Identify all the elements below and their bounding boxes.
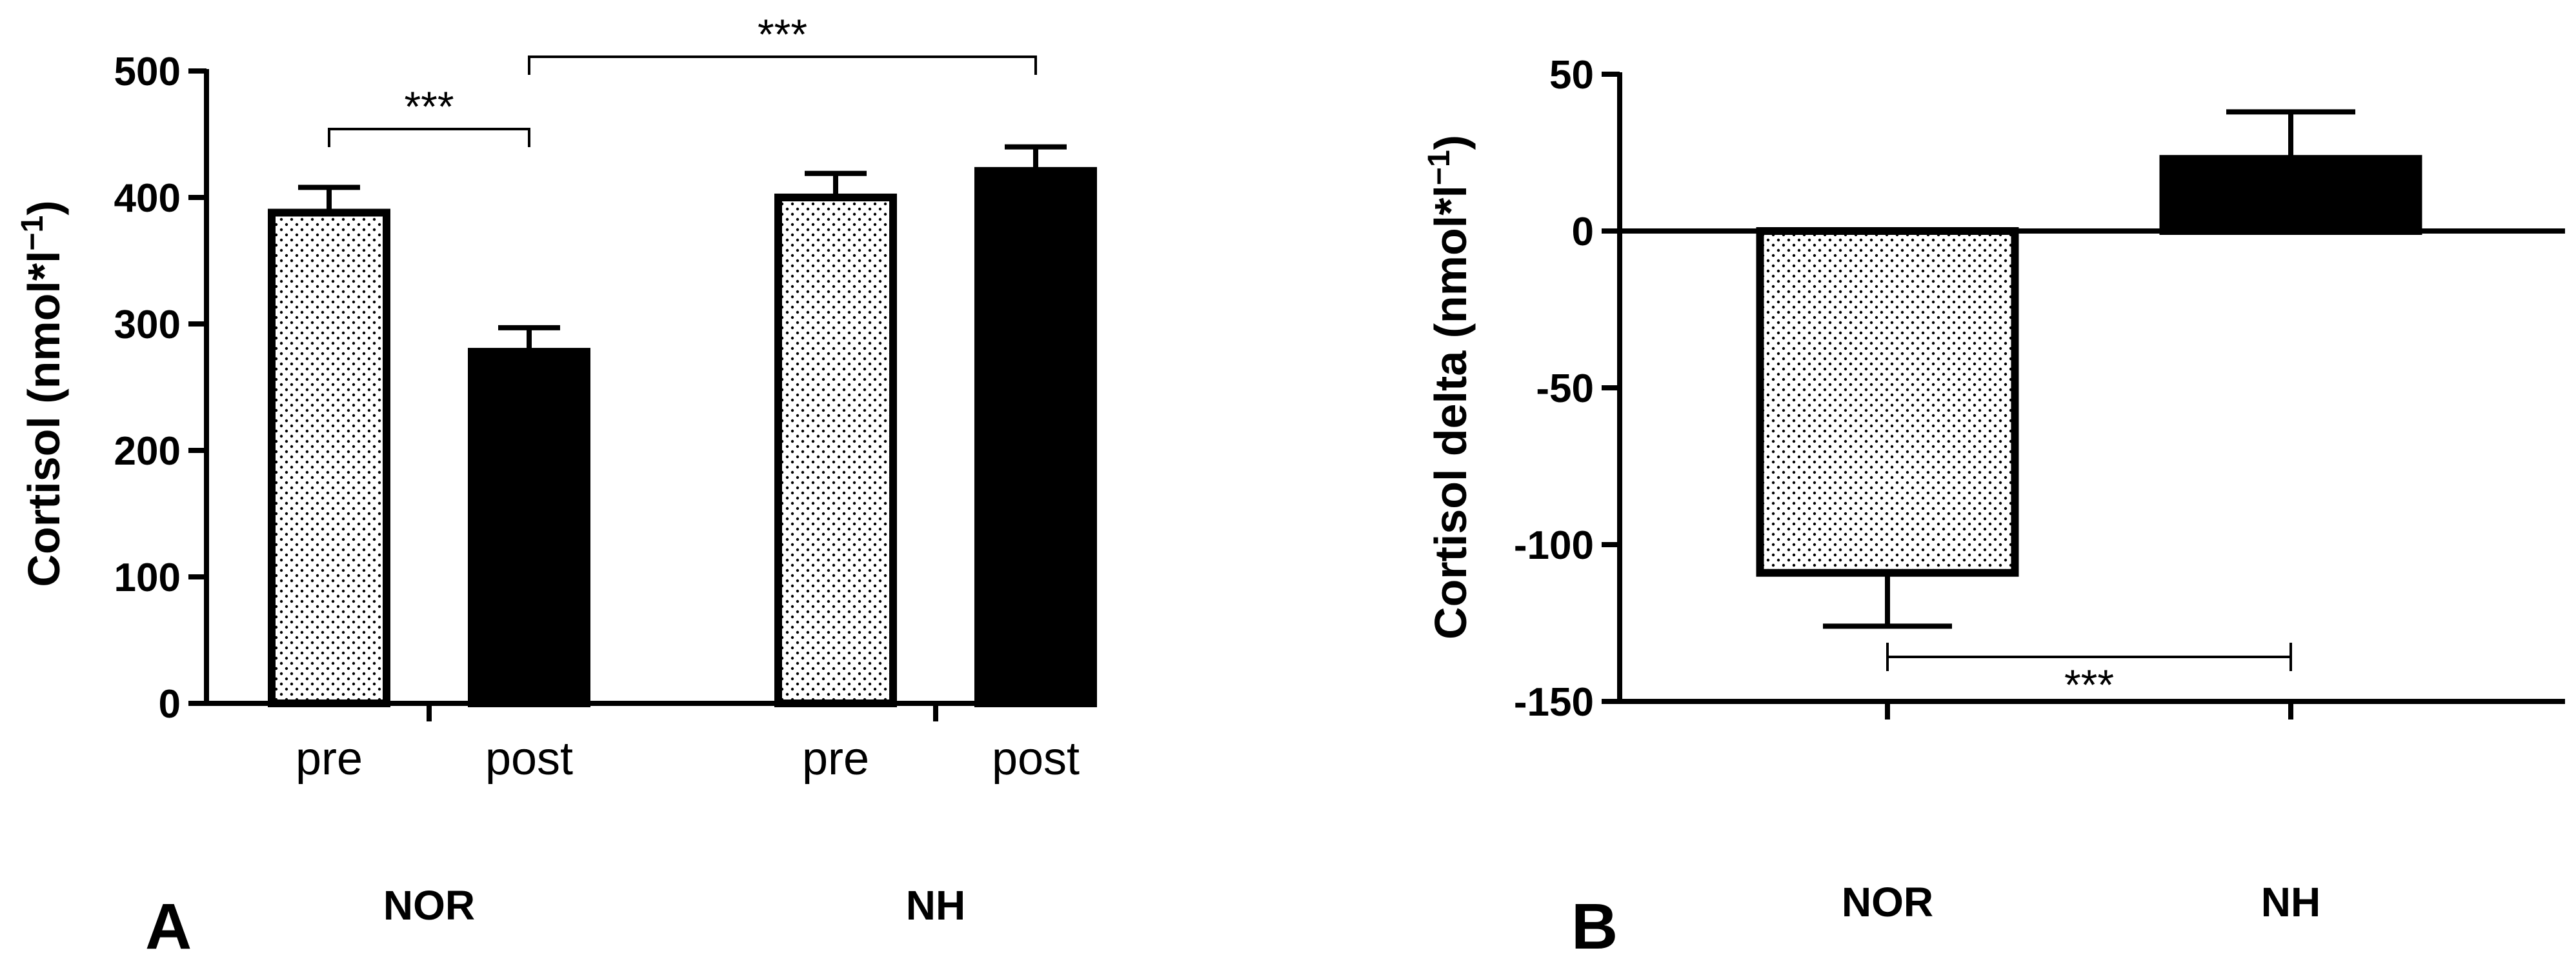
significance-label: ***: [404, 83, 454, 130]
bar: [468, 348, 590, 707]
panel-b-bars: [1756, 109, 2422, 629]
significance-label: ***: [2064, 661, 2114, 709]
y-tick-label: -100: [1514, 523, 1594, 568]
x-category-label: NOR: [1842, 879, 1933, 925]
y-tick-label: 0: [1572, 210, 1594, 254]
significance-label: ***: [758, 10, 807, 58]
panel-a-x-axis: NOR pre post NH pre post: [206, 701, 1080, 929]
panel-b-y-label: Cortisol delta (nmol*l−1): [1422, 135, 1476, 639]
x-group-label: NH: [906, 882, 965, 929]
panel-a: 0 100 200 300 400 500 NOR pre post NH pre post ***…: [15, 10, 1097, 963]
panel-b: -150 -100 -50 0 50 NOR NH *** Cortisol delta …: [1422, 53, 2565, 963]
bar: [974, 166, 1097, 707]
panel-b-y-axis: -150 -100 -50 0 50: [1514, 53, 1622, 725]
panel-b-x-axis: NOR NH: [1620, 228, 2565, 925]
panel-a-bars: [268, 144, 1097, 707]
panel-a-y-label: Cortisol (nmol*l−1): [15, 200, 69, 587]
panel-b-significance: ***: [1886, 643, 2292, 709]
bar: [774, 194, 897, 707]
y-tick-label: 200: [114, 429, 181, 474]
x-category-label: pre: [296, 733, 363, 785]
panel-a-significance: *** ***: [328, 10, 1037, 147]
x-category-label: post: [485, 733, 573, 785]
y-tick-label: 0: [159, 682, 181, 727]
x-group-label: NOR: [383, 882, 475, 929]
x-category-label: pre: [802, 733, 869, 785]
panel-a-letter: A: [145, 891, 192, 963]
y-tick-label: 100: [114, 556, 181, 600]
panel-a-y-axis: 0 100 200 300 400 500: [114, 50, 209, 727]
y-tick-label: 300: [114, 303, 181, 347]
y-tick-label: 400: [114, 176, 181, 221]
panel-b-y-label-close: ): [1425, 135, 1476, 150]
significance-bracket: [328, 128, 530, 147]
y-tick-label: -150: [1514, 680, 1594, 725]
bar: [268, 208, 390, 707]
panel-a-y-label-main: Cortisol (nmol*l: [19, 250, 69, 587]
panel-b-y-label-main: Cortisol delta (nmol*l: [1425, 185, 1476, 639]
bar: [2159, 155, 2422, 235]
x-category-label: NH: [2261, 879, 2320, 925]
bar: [1756, 227, 2019, 577]
x-category-label: post: [992, 733, 1080, 785]
significance-bracket: [1886, 643, 2292, 671]
y-tick-label: -50: [1536, 367, 1594, 411]
panel-b-y-label-sup: −1: [1422, 150, 1456, 185]
panel-b-letter: B: [1571, 891, 1618, 963]
significance-bracket: [528, 55, 1037, 75]
panel-a-y-label-close: ): [19, 200, 69, 215]
panel-a-y-label-sup: −1: [15, 216, 50, 251]
y-tick-label: 50: [1549, 53, 1594, 97]
y-tick-label: 500: [114, 50, 181, 94]
